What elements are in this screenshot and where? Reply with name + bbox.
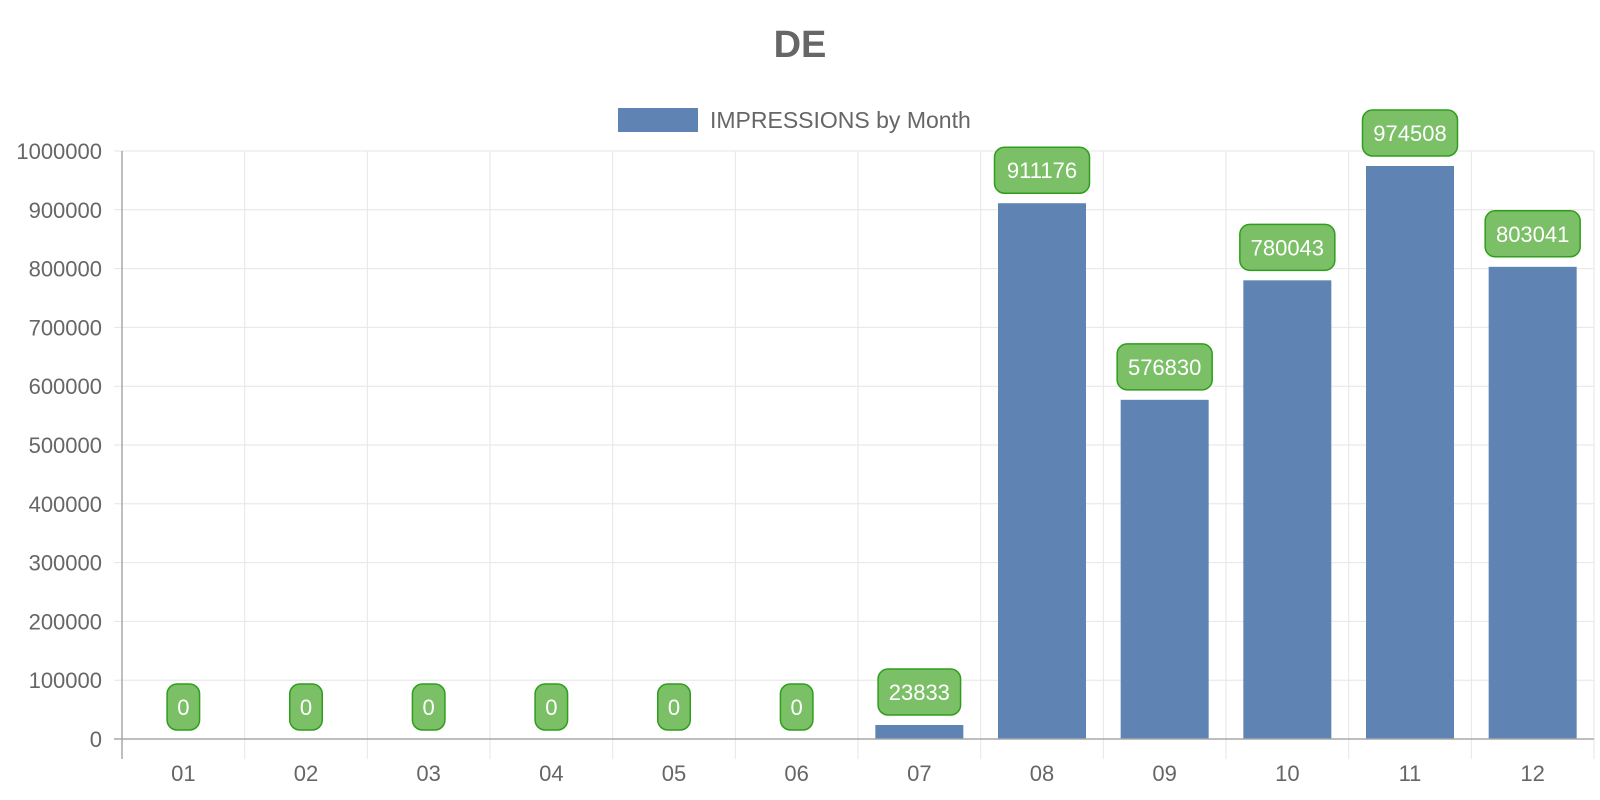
y-tick-label: 800000 — [29, 257, 102, 282]
bar-11[interactable] — [1366, 165, 1454, 740]
x-tick-label: 03 — [416, 761, 440, 786]
legend[interactable]: IMPRESSIONS by Month — [618, 107, 971, 133]
data-label-box — [1116, 343, 1213, 391]
data-label: 803041 — [1496, 222, 1569, 247]
data-label: 0 — [791, 695, 803, 720]
legend-swatch[interactable] — [618, 108, 698, 132]
chart-title: DE — [774, 24, 827, 66]
data-label: 0 — [423, 695, 435, 720]
x-tick-label: 07 — [907, 761, 931, 786]
x-tick-label: 10 — [1275, 761, 1299, 786]
y-tick-label: 900000 — [29, 198, 102, 223]
data-labels: 0 0 0 0 0 0 23833 911176 576830 780043 974508 80304… — [166, 109, 1581, 731]
y-tick-label: 1000000 — [16, 139, 102, 164]
bar-08[interactable] — [998, 203, 1086, 739]
bar-10[interactable] — [1243, 280, 1332, 739]
data-label-box — [877, 668, 962, 716]
data-label-box — [411, 683, 446, 731]
data-label: 576830 — [1128, 355, 1201, 380]
x-tick-label: 08 — [1030, 761, 1054, 786]
data-label-box — [657, 683, 691, 731]
y-axis-ticks: 0 100000 200000 300000 400000 500000 600000 700… — [16, 139, 102, 752]
bar-12[interactable] — [1488, 266, 1577, 739]
x-tick-label: 12 — [1520, 761, 1544, 786]
x-tick-label: 11 — [1399, 761, 1422, 786]
y-tick-label: 400000 — [29, 492, 102, 517]
data-label: 911176 — [1007, 158, 1077, 183]
y-tick-label: 300000 — [29, 551, 102, 576]
y-tick-label: 100000 — [29, 668, 102, 693]
data-label: 0 — [668, 695, 680, 720]
data-label: 974508 — [1373, 121, 1446, 146]
x-tick-label: 04 — [539, 761, 563, 786]
data-label-box — [534, 683, 569, 731]
y-tick-label: 0 — [90, 727, 102, 752]
data-label-box — [166, 683, 201, 731]
bars — [875, 165, 1577, 740]
x-tick-label: 09 — [1152, 761, 1176, 786]
data-label-box — [289, 683, 323, 731]
x-axis-ticks: 01 02 03 04 05 06 07 08 09 10 11 12 — [171, 761, 1545, 786]
x-tick-label: 02 — [294, 761, 318, 786]
data-label: 780043 — [1251, 235, 1324, 260]
data-label: 0 — [300, 695, 312, 720]
y-tick-label: 600000 — [29, 374, 102, 399]
bar-09[interactable] — [1120, 399, 1209, 739]
data-label: 0 — [545, 695, 557, 720]
axes — [114, 151, 1594, 759]
data-label-box — [779, 683, 814, 731]
y-tick-label: 700000 — [29, 315, 102, 340]
data-label: 23833 — [889, 680, 950, 705]
y-tick-label: 200000 — [29, 609, 102, 634]
data-label-box — [1361, 109, 1459, 157]
data-label: 0 — [177, 695, 189, 720]
data-label-box — [1484, 210, 1581, 258]
x-tick-label: 06 — [784, 761, 808, 786]
data-label-box — [993, 146, 1091, 194]
legend-label[interactable]: IMPRESSIONS by Month — [710, 107, 971, 133]
x-tick-label: 01 — [171, 761, 195, 786]
x-tick-label: 05 — [662, 761, 686, 786]
y-tick-label: 500000 — [29, 433, 102, 458]
bar-07[interactable] — [875, 724, 964, 739]
data-label-box — [1239, 223, 1336, 272]
